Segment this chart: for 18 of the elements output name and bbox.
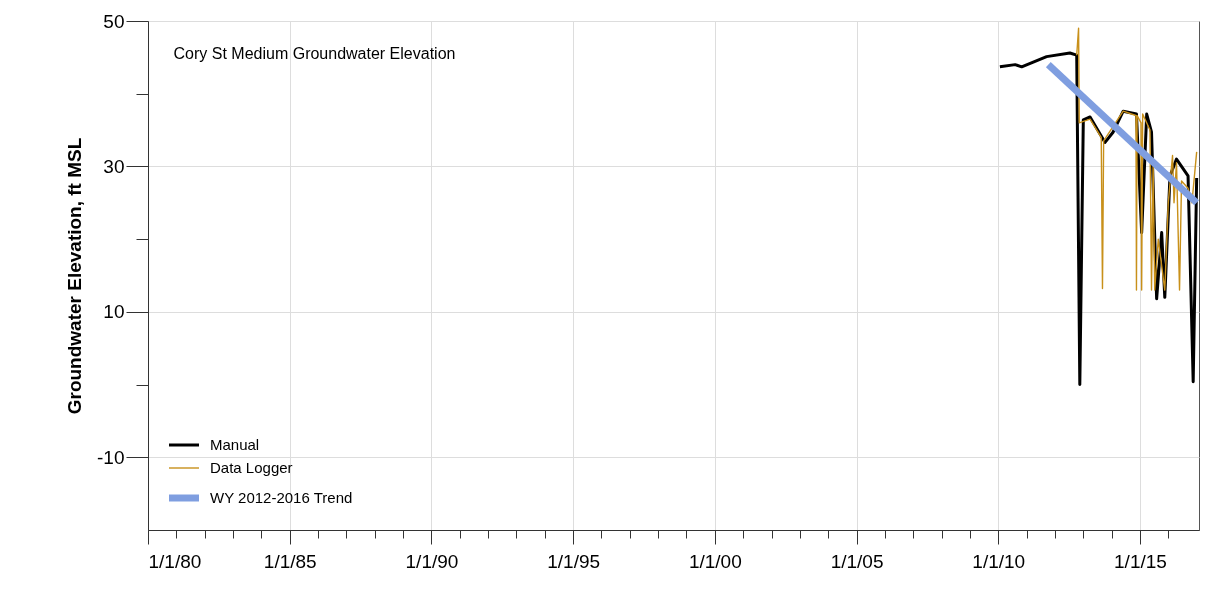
x-tick-label: 1/1/80 (148, 550, 202, 572)
legend-label: WY 2012-2016 Trend (210, 489, 353, 506)
text: Cory St Medium Groundwater Elevation (173, 45, 456, 62)
x-tick-label: 1/1/00 (688, 550, 742, 572)
y-axis-title: Groundwater Elevation, ft MSL (64, 137, 86, 415)
legend-label: Manual (210, 436, 260, 453)
line-series (1076, 27, 1198, 291)
y-tick-label: 50 (103, 10, 125, 32)
legend-label: Data Logger (210, 459, 293, 476)
x-tick-label: 1/1/95 (547, 550, 601, 572)
y-tick-label: 30 (103, 155, 125, 177)
x-tick-label: 1/1/10 (972, 550, 1026, 572)
y-tick-label: -10 (97, 446, 125, 468)
y-tick-label: 10 (103, 301, 125, 323)
x-tick-label: 1/1/05 (830, 550, 884, 572)
x-tick-label: 1/1/15 (1114, 550, 1167, 572)
x-tick-label: 1/1/90 (405, 550, 459, 572)
x-tick-label: 1/1/85 (263, 550, 317, 572)
